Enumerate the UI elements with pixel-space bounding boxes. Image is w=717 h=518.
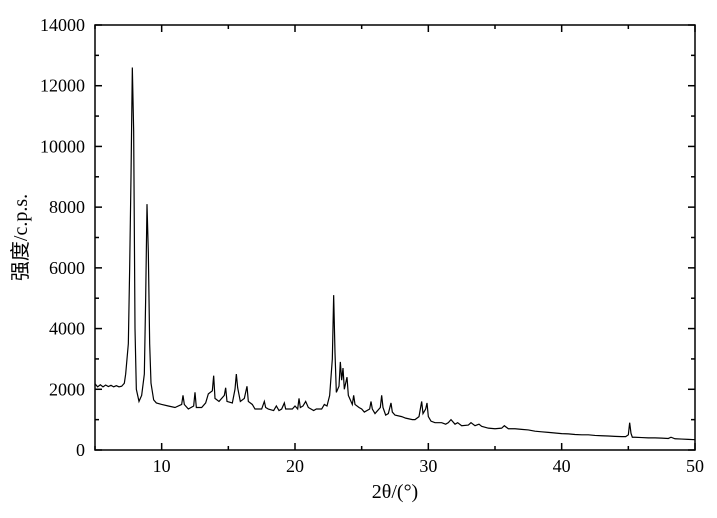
xrd-data-line bbox=[95, 68, 695, 440]
y-tick-label: 6000 bbox=[49, 258, 85, 278]
x-tick-label: 30 bbox=[419, 456, 437, 476]
y-tick-label: 12000 bbox=[40, 76, 85, 96]
x-tick-label: 40 bbox=[553, 456, 571, 476]
y-tick-label: 4000 bbox=[49, 319, 85, 339]
x-tick-label: 50 bbox=[686, 456, 704, 476]
chart-svg: 10 20 30 40 50 0 2000 4000 6000 8000 10000 12000 140… bbox=[0, 0, 717, 518]
xrd-chart: 10 20 30 40 50 0 2000 4000 6000 8000 10000 12000 140… bbox=[0, 0, 717, 518]
y-tick-label: 10000 bbox=[40, 136, 85, 156]
y-tick-label: 8000 bbox=[49, 197, 85, 217]
y-tick-label: 0 bbox=[76, 440, 85, 460]
y-tick-label: 14000 bbox=[40, 15, 85, 35]
y-axis-label: 强度/c.p.s. bbox=[9, 194, 32, 281]
x-tick-label: 20 bbox=[286, 456, 304, 476]
x-axis-label: 2θ/(°) bbox=[372, 481, 418, 503]
y-tick-label: 2000 bbox=[49, 379, 85, 399]
x-tick-label: 10 bbox=[153, 456, 171, 476]
